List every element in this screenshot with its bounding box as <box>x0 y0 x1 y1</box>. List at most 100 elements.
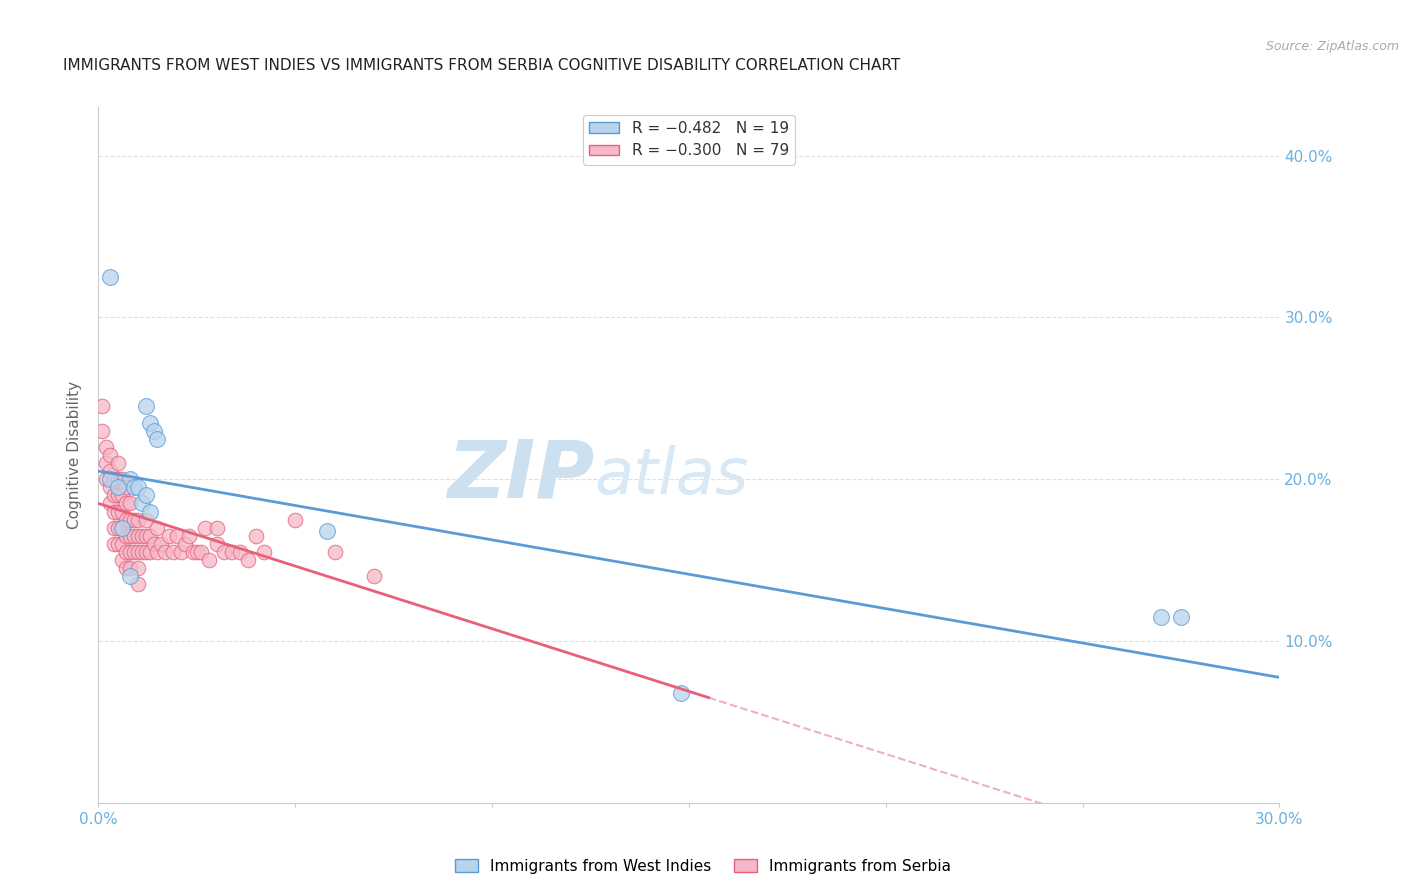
Point <box>166 529 188 543</box>
Point <box>162 545 184 559</box>
Point <box>127 561 149 575</box>
Point <box>1170 609 1192 624</box>
Point <box>118 569 141 583</box>
Point <box>118 496 141 510</box>
Point <box>150 537 173 551</box>
Point <box>115 480 138 494</box>
Legend: Immigrants from West Indies, Immigrants from Serbia: Immigrants from West Indies, Immigrants … <box>449 853 957 880</box>
Point <box>170 545 193 559</box>
Point <box>155 545 177 559</box>
Point <box>103 472 125 486</box>
Point <box>122 480 145 494</box>
Point <box>115 561 138 575</box>
Point <box>118 561 141 575</box>
Point <box>111 521 134 535</box>
Text: Source: ZipAtlas.com: Source: ZipAtlas.com <box>1265 40 1399 54</box>
Point <box>245 529 267 543</box>
Point <box>157 529 180 543</box>
Point <box>142 537 165 551</box>
Point <box>96 440 118 454</box>
Point <box>253 545 276 559</box>
Point <box>135 488 157 502</box>
Point <box>111 521 134 535</box>
Point <box>115 513 138 527</box>
Point <box>98 472 121 486</box>
Point <box>205 521 228 535</box>
Point <box>135 529 157 543</box>
Point <box>111 504 134 518</box>
Point <box>98 480 121 494</box>
Point <box>96 472 118 486</box>
Point <box>323 545 346 559</box>
Point <box>131 529 153 543</box>
Point <box>236 553 259 567</box>
Point <box>1150 609 1173 624</box>
Point <box>146 521 169 535</box>
Point <box>363 569 385 583</box>
Point <box>111 537 134 551</box>
Point <box>221 545 243 559</box>
Point <box>103 488 125 502</box>
Point <box>146 432 169 446</box>
Point <box>138 529 160 543</box>
Point <box>98 448 121 462</box>
Point <box>127 513 149 527</box>
Point <box>111 488 134 502</box>
Point <box>181 545 204 559</box>
Point <box>107 521 129 535</box>
Legend: R = −0.482   N = 19, R = −0.300   N = 79: R = −0.482 N = 19, R = −0.300 N = 79 <box>583 115 794 164</box>
Point <box>96 456 118 470</box>
Point <box>118 529 141 543</box>
Point <box>146 545 169 559</box>
Point <box>135 545 157 559</box>
Point <box>107 537 129 551</box>
Point <box>118 472 141 486</box>
Point <box>190 545 212 559</box>
Point <box>131 496 153 510</box>
Point <box>103 537 125 551</box>
Point <box>135 513 157 527</box>
Text: ZIP: ZIP <box>447 437 595 515</box>
Point <box>194 521 217 535</box>
Point <box>118 545 141 559</box>
Text: atlas: atlas <box>595 445 749 507</box>
Point <box>122 513 145 527</box>
Point <box>111 553 134 567</box>
Point <box>127 545 149 559</box>
Point <box>315 524 337 538</box>
Point <box>115 529 138 543</box>
Point <box>107 456 129 470</box>
Point <box>174 537 197 551</box>
Point <box>122 529 145 543</box>
Point <box>127 529 149 543</box>
Point <box>122 545 145 559</box>
Point <box>91 400 114 414</box>
Y-axis label: Cognitive Disability: Cognitive Disability <box>67 381 83 529</box>
Point <box>118 513 141 527</box>
Point <box>127 577 149 591</box>
Point <box>229 545 252 559</box>
Point <box>214 545 236 559</box>
Point <box>186 545 208 559</box>
Point <box>131 545 153 559</box>
Point <box>205 537 228 551</box>
Text: IMMIGRANTS FROM WEST INDIES VS IMMIGRANTS FROM SERBIA COGNITIVE DISABILITY CORRE: IMMIGRANTS FROM WEST INDIES VS IMMIGRANT… <box>63 58 900 73</box>
Point <box>107 472 129 486</box>
Point <box>115 496 138 510</box>
Point <box>98 269 121 284</box>
Point <box>142 424 165 438</box>
Point <box>138 416 160 430</box>
Point <box>197 553 219 567</box>
Point <box>107 480 129 494</box>
Point <box>98 496 121 510</box>
Point <box>111 472 134 486</box>
Point <box>284 513 307 527</box>
Point <box>107 488 129 502</box>
Point <box>103 521 125 535</box>
Point <box>91 424 114 438</box>
Point <box>98 464 121 478</box>
Point <box>103 504 125 518</box>
Point <box>177 529 200 543</box>
Point <box>127 480 149 494</box>
Point <box>107 504 129 518</box>
